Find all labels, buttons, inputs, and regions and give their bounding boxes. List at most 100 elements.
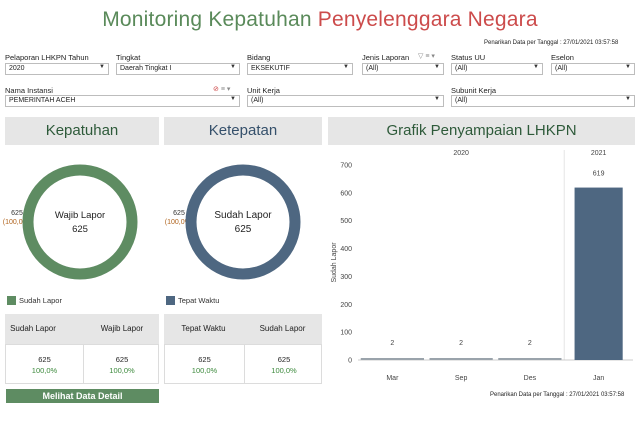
y-tick-label: 600 <box>340 190 352 197</box>
filter-unit-value: (All) <box>251 97 264 104</box>
menu-icon[interactable]: ≡ <box>220 86 225 93</box>
ketepatan-sudah-lapor-value: 625 <box>277 355 291 364</box>
kepatuhan-cell-sudah-lapor: 625 100,0% <box>6 345 83 383</box>
kepatuhan-sudah-lapor-value: 625 <box>38 355 51 364</box>
year-header-2021: 2021 <box>591 150 607 157</box>
kepatuhan-side-pct: (100,0%) <box>2 219 32 226</box>
kepatuhan-donut[interactable]: Wajib Lapor 625 <box>20 162 140 282</box>
filter-jenis-value: (All) <box>366 65 379 72</box>
data-date-top: Penarikan Data per Tanggal : 27/01/2021 … <box>484 40 619 46</box>
instansi-filter-tools[interactable]: ⊘ ≡ ▾ <box>213 85 230 93</box>
filter-jenis-select[interactable]: (All) ▼ <box>362 63 444 75</box>
title-part-2: Penyelenggara Negara <box>317 8 538 31</box>
filter-label-tingkat: Tingkat <box>116 53 141 62</box>
filter-label-instansi: Nama Instansi <box>5 86 53 95</box>
ketepatan-table-header: Tepat Waktu Sudah Lapor <box>164 314 322 344</box>
chevron-down-icon: ▼ <box>434 96 440 102</box>
data-label-jan: 619 <box>593 171 605 178</box>
kepatuhan-donut-arc <box>22 164 138 280</box>
ketepatan-side-count: 625 (100,0%) <box>164 209 194 227</box>
kepatuhan-col-wajib-lapor: Wajib Lapor <box>100 324 144 333</box>
kepatuhan-donut-label: Wajib Lapor <box>55 210 105 221</box>
filter-subunit-select[interactable]: (All) ▼ <box>451 95 635 107</box>
chevron-down-icon: ▼ <box>230 96 236 102</box>
filter-label-bidang: Bidang <box>247 53 271 62</box>
y-tick-label: 0 <box>348 358 352 365</box>
data-label-des: 2 <box>528 340 532 347</box>
filter-tingkat-select[interactable]: Daerah Tingkat I ▼ <box>116 63 240 75</box>
ketepatan-donut-label: Sudah Lapor <box>214 210 272 221</box>
kepatuhan-heading: Kepatuhan <box>5 117 159 145</box>
filter-label-unit: Unit Kerja <box>247 86 280 95</box>
y-tick-label: 100 <box>340 330 352 337</box>
kepatuhan-wajib-lapor-value: 625 <box>115 355 129 364</box>
legend-sudah-lapor: Sudah Lapor <box>19 296 62 305</box>
chevron-down-icon[interactable]: ▾ <box>431 53 435 60</box>
chevron-down-icon: ▼ <box>99 64 105 70</box>
filter-tingkat-value: Daerah Tingkat I <box>120 65 172 72</box>
chevron-down-icon: ▼ <box>343 64 349 70</box>
page-title: Monitoring Kepatuhan Penyelenggara Negar… <box>0 8 640 32</box>
filter-label-jenis: Jenis Laporan <box>362 53 410 62</box>
ketepatan-tepat-waktu-pct: 100,0% <box>191 366 218 375</box>
filter-unit-select[interactable]: (All) ▼ <box>247 95 444 107</box>
ketepatan-donut-value: 625 <box>235 224 252 235</box>
chevron-down-icon[interactable]: ▾ <box>226 86 231 93</box>
kepatuhan-table-body: 625 100,0% 625 100,0% <box>5 344 159 384</box>
chevron-down-icon: ▼ <box>625 96 631 102</box>
kepatuhan-side-count: 625 (100,0%) <box>2 209 32 227</box>
filter-subunit-value: (All) <box>455 97 468 104</box>
chevron-down-icon: ▼ <box>434 64 440 70</box>
x-tick-label-mar: Mar <box>386 375 399 382</box>
filter-instansi-select[interactable]: PEMERINTAH ACEH ▼ <box>5 95 240 107</box>
filter-status-value: (All) <box>455 65 468 72</box>
ketepatan-table-body: 625 100,0% 625 100,0% <box>164 344 322 384</box>
filter-label-eselon: Eselon <box>551 53 574 62</box>
bar-sep <box>429 358 493 360</box>
grafik-heading: Grafik Penyampaian LHKPN <box>328 117 635 145</box>
ketepatan-side-value: 625 <box>173 210 185 217</box>
filter-icon[interactable]: ▽ <box>418 53 424 60</box>
kepatuhan-side-value: 625 <box>11 210 23 217</box>
grafik-bar-chart[interactable]: 0 100 200 300 400 500 600 700 Sudah Lapor 2020 202… <box>328 145 635 395</box>
kepatuhan-col-sudah-lapor: Sudah Lapor <box>10 324 56 333</box>
bar-jan <box>574 187 623 360</box>
y-tick-label: 300 <box>340 274 352 281</box>
ketepatan-donut[interactable]: Sudah Lapor 625 <box>183 162 303 282</box>
filter-label-subunit: Subunit Kerja <box>451 86 497 95</box>
y-tick-label: 400 <box>340 246 352 253</box>
ketepatan-cell-tepat-waktu: 625 100,0% <box>165 345 244 383</box>
filter-pelaporan-select[interactable]: 2020 ▼ <box>5 63 109 75</box>
y-axis-label: Sudah Lapor <box>331 242 338 283</box>
view-detail-button[interactable]: Melihat Data Detail <box>6 389 159 403</box>
kepatuhan-cell-wajib-lapor: 625 100,0% <box>84 345 160 383</box>
year-header-2020: 2020 <box>453 150 469 157</box>
bar-mar <box>360 358 424 360</box>
y-tick-label: 200 <box>340 302 352 309</box>
filter-status-select[interactable]: (All) ▼ <box>451 63 543 75</box>
ketepatan-col-sudah-lapor: Sudah Lapor <box>259 324 306 333</box>
title-part-1: Monitoring Kepatuhan <box>102 8 312 31</box>
chevron-down-icon: ▼ <box>625 64 631 70</box>
filter-label-pelaporan: Pelaporan LHKPN Tahun <box>5 53 89 62</box>
kepatuhan-table-header: Sudah Lapor Wajib Lapor <box>5 314 159 344</box>
chevron-down-icon: ▼ <box>230 64 236 70</box>
data-label-sep: 2 <box>459 340 463 347</box>
table-divider <box>83 345 84 383</box>
data-date-bottom: Penarikan Data per Tanggal : 27/01/2021 … <box>490 392 625 398</box>
x-tick-label-jan: Jan <box>593 375 604 382</box>
kepatuhan-wajib-lapor-pct: 100,0% <box>109 366 135 375</box>
ketepatan-heading: Ketepatan <box>164 117 322 145</box>
x-tick-label-des: Des <box>524 375 537 382</box>
menu-icon[interactable]: ≡ <box>425 53 430 60</box>
filter-eselon-select[interactable]: (All) ▼ <box>551 63 635 75</box>
bar-des <box>498 358 562 360</box>
filter-tools[interactable]: ▽ ≡ ▾ <box>418 52 435 60</box>
filter-bidang-select[interactable]: EKSEKUTIF ▼ <box>247 63 353 75</box>
filter-pelaporan-value: 2020 <box>9 65 25 72</box>
legend-swatch-sudah-lapor <box>7 296 16 305</box>
clear-filter-icon[interactable]: ⊘ <box>213 86 219 93</box>
kepatuhan-sudah-lapor-pct: 100,0% <box>31 366 58 375</box>
legend-swatch-tepat-waktu <box>166 296 175 305</box>
y-tick-label: 500 <box>340 218 352 225</box>
